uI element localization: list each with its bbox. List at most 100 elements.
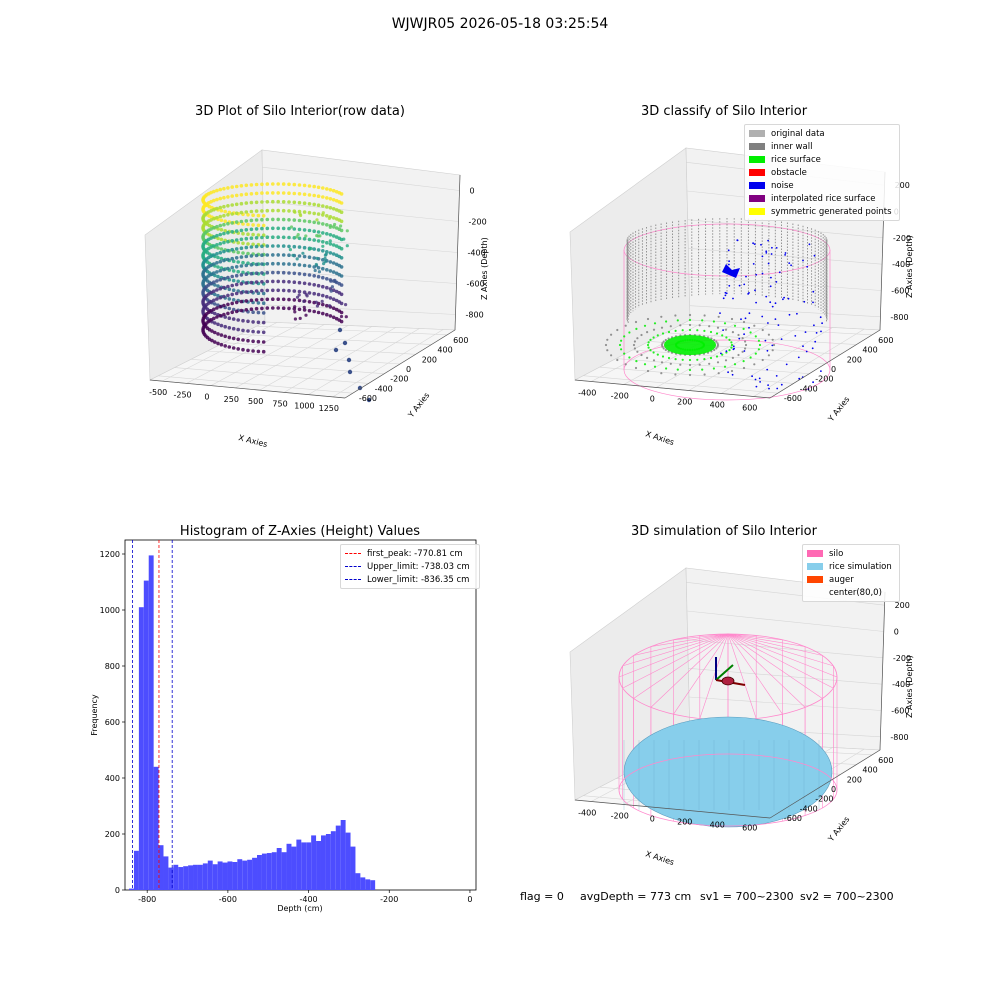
data-point — [292, 271, 297, 276]
data-point — [287, 191, 291, 195]
data-point — [271, 270, 275, 275]
data-point — [254, 271, 259, 276]
data-point — [328, 304, 332, 308]
data-point — [251, 349, 255, 353]
histogram-bar — [227, 861, 233, 890]
data-point — [260, 209, 264, 213]
status-sv1: sv1 = 700~2300 — [700, 890, 794, 903]
data-point — [293, 317, 297, 321]
data-point — [256, 339, 261, 344]
histogram-bar — [202, 863, 208, 890]
noise-point — [808, 243, 811, 246]
data-point — [287, 297, 291, 302]
data-point — [212, 271, 216, 275]
rice-surface-point — [679, 363, 682, 366]
data-point — [226, 204, 230, 208]
data-point — [227, 345, 232, 349]
data-point — [212, 244, 216, 248]
rice-surface-point — [717, 372, 720, 375]
data-point — [287, 226, 291, 231]
noise-point — [752, 242, 754, 245]
noise-point — [784, 254, 786, 256]
data-point — [287, 200, 291, 204]
data-point — [212, 298, 216, 303]
data-point — [304, 234, 308, 238]
rice-surface-point — [661, 332, 665, 335]
noise-point — [761, 272, 764, 275]
legend-line — [345, 579, 361, 580]
data-point — [241, 231, 245, 236]
rice-surface-point — [708, 362, 711, 365]
rice-surface-point — [688, 368, 692, 372]
data-point — [244, 236, 249, 241]
data-point — [328, 239, 332, 243]
rice-surface-point — [618, 343, 622, 347]
noise-point — [784, 252, 787, 254]
data-point — [292, 244, 297, 249]
rice-surface-point — [696, 329, 699, 332]
data-point — [231, 288, 236, 293]
data-point — [331, 315, 336, 320]
data-point — [292, 227, 297, 231]
data-point — [342, 340, 348, 346]
histogram-bar — [286, 843, 292, 890]
plot3-title: Histogram of Z-Axies (Height) Values — [179, 524, 421, 539]
data-point — [230, 265, 234, 270]
data-point — [244, 308, 249, 312]
data-point — [297, 289, 302, 294]
data-point — [337, 327, 343, 333]
data-point — [325, 241, 329, 245]
data-point — [307, 193, 312, 197]
data-point — [339, 246, 344, 251]
data-point — [226, 257, 230, 262]
data-point — [307, 255, 312, 259]
data-point — [261, 311, 266, 315]
histogram-bar — [281, 852, 287, 890]
data-point — [312, 283, 317, 287]
data-point — [333, 222, 337, 227]
data-point — [281, 191, 286, 195]
rice-surface-point — [665, 367, 668, 370]
data-point — [244, 254, 249, 259]
noise-point — [775, 375, 778, 377]
data-point — [331, 297, 336, 302]
noise-point — [804, 331, 807, 333]
histogram-bar — [178, 867, 184, 890]
data-point — [302, 237, 307, 241]
data-point — [246, 251, 250, 256]
data-point — [249, 236, 254, 240]
data-point — [276, 261, 281, 266]
data-point — [234, 220, 239, 224]
rice-surface-point — [754, 352, 757, 355]
noise-point — [748, 326, 750, 329]
data-point — [251, 310, 255, 315]
noise-point — [724, 291, 727, 294]
data-point — [215, 188, 219, 193]
silo-roof-line — [650, 633, 729, 647]
grid-line — [264, 270, 457, 284]
z-tick-label: -200 — [893, 654, 911, 663]
z-tick-label: -600 — [467, 280, 485, 289]
data-point — [261, 349, 266, 354]
data-point — [212, 235, 216, 239]
data-point — [209, 263, 213, 268]
data-point — [254, 289, 259, 293]
rice-surface-point — [757, 348, 761, 351]
rice-surface-point — [676, 319, 679, 322]
noise-point — [770, 276, 772, 279]
data-point — [312, 247, 317, 251]
data-point — [307, 291, 312, 295]
data-point — [333, 347, 339, 353]
data-point — [231, 298, 236, 302]
rice-surface-point — [744, 347, 747, 350]
y-tick-label: 600 — [105, 718, 120, 727]
data-point — [297, 236, 302, 241]
noise-point — [736, 239, 739, 242]
z-tick-label: 0 — [470, 187, 475, 196]
noise-point — [787, 297, 790, 300]
rice-surface-point — [716, 343, 720, 347]
noise-point — [797, 356, 800, 359]
legend-swatch — [807, 563, 823, 570]
data-point — [331, 270, 336, 274]
histogram-bar — [217, 861, 223, 890]
